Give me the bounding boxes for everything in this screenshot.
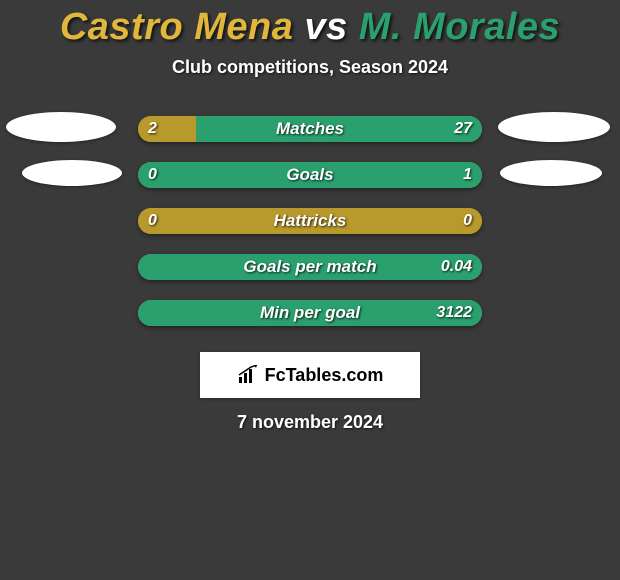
title-player-a: Castro Mena [60, 6, 294, 48]
left-ellipse [22, 160, 122, 186]
logo-box: FcTables.com [200, 352, 420, 398]
logo-text: FcTables.com [265, 365, 384, 386]
chart-icon [237, 365, 261, 385]
stat-rows: Matches227Goals01Hattricks00Goals per ma… [0, 106, 620, 336]
right-ellipse [498, 112, 610, 142]
bar-right [138, 162, 482, 188]
subtitle: Club competitions, Season 2024 [0, 57, 620, 78]
bar-track [138, 300, 482, 326]
left-ellipse [6, 112, 116, 142]
page-title: Castro Mena vs M. Morales [0, 6, 620, 49]
bar-left [138, 116, 196, 142]
logo: FcTables.com [237, 365, 384, 386]
bar-right [138, 300, 482, 326]
bar-right [196, 116, 482, 142]
bar-track [138, 208, 482, 234]
bar-right [138, 254, 482, 280]
date: 7 november 2024 [0, 412, 620, 433]
bar-left [138, 208, 482, 234]
title-player-b: M. Morales [359, 6, 560, 48]
stat-row: Goals01 [0, 152, 620, 198]
bar-track [138, 162, 482, 188]
stat-row: Matches227 [0, 106, 620, 152]
stat-row: Goals per match0.04 [0, 244, 620, 290]
bar-track [138, 254, 482, 280]
stat-row: Min per goal3122 [0, 290, 620, 336]
bar-track [138, 116, 482, 142]
right-ellipse [500, 160, 602, 186]
comparison-infographic: Castro Mena vs M. Morales Club competiti… [0, 6, 620, 580]
title-vs: vs [293, 6, 358, 48]
stat-row: Hattricks00 [0, 198, 620, 244]
